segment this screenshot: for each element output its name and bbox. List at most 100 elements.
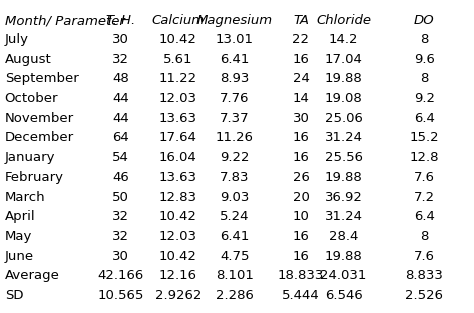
Text: 20: 20 [292,191,310,204]
Text: 2.526: 2.526 [405,289,443,302]
Text: 2.286: 2.286 [216,289,254,302]
Text: 48: 48 [112,72,129,85]
Text: 14: 14 [292,92,310,105]
Text: 19.88: 19.88 [325,72,363,85]
Text: 12.03: 12.03 [159,230,197,243]
Text: February: February [5,171,64,184]
Text: December: December [5,131,74,145]
Text: 7.6: 7.6 [414,250,435,263]
Text: 17.04: 17.04 [325,53,363,66]
Text: 7.2: 7.2 [414,191,435,204]
Text: 8: 8 [420,33,428,46]
Text: 5.24: 5.24 [220,210,249,223]
Text: 7.76: 7.76 [220,92,249,105]
Text: 50: 50 [112,191,129,204]
Text: 10.565: 10.565 [98,289,144,302]
Text: 11.26: 11.26 [216,131,254,145]
Text: 28.4: 28.4 [329,230,358,243]
Text: 4.75: 4.75 [220,250,249,263]
Text: November: November [5,112,74,125]
Text: Average: Average [5,269,60,283]
Text: 8.101: 8.101 [216,269,254,283]
Text: 8.93: 8.93 [220,72,249,85]
Text: 2.9262: 2.9262 [155,289,201,302]
Text: 42.166: 42.166 [98,269,144,283]
Text: 6.546: 6.546 [325,289,363,302]
Text: January: January [5,151,55,164]
Text: July: July [5,33,29,46]
Text: 12.03: 12.03 [159,92,197,105]
Text: T. H.: T. H. [106,14,136,27]
Text: 10.42: 10.42 [159,33,197,46]
Text: 7.83: 7.83 [220,171,249,184]
Text: 6.4: 6.4 [414,112,435,125]
Text: 26: 26 [292,171,310,184]
Text: 16: 16 [292,230,310,243]
Text: 13.01: 13.01 [216,33,254,46]
Text: 10.42: 10.42 [159,210,197,223]
Text: 6.41: 6.41 [220,53,249,66]
Text: 15.2: 15.2 [410,131,439,145]
Text: 16: 16 [292,151,310,164]
Text: 12.8: 12.8 [410,151,439,164]
Text: 54: 54 [112,151,129,164]
Text: 8: 8 [420,72,428,85]
Text: 22: 22 [292,33,310,46]
Text: 31.24: 31.24 [325,210,363,223]
Text: March: March [5,191,46,204]
Text: 16.04: 16.04 [159,151,197,164]
Text: 24.031: 24.031 [320,269,367,283]
Text: 25.06: 25.06 [325,112,363,125]
Text: 6.41: 6.41 [220,230,249,243]
Text: May: May [5,230,32,243]
Text: Month/ Parameter: Month/ Parameter [5,14,125,27]
Text: Magnesium: Magnesium [197,14,273,27]
Text: 44: 44 [112,92,129,105]
Text: 17.64: 17.64 [159,131,197,145]
Text: 32: 32 [112,210,129,223]
Text: 18.833: 18.833 [278,269,324,283]
Text: 11.22: 11.22 [159,72,197,85]
Text: 9.2: 9.2 [414,92,435,105]
Text: 46: 46 [112,171,129,184]
Text: 19.08: 19.08 [325,92,363,105]
Text: 13.63: 13.63 [159,112,197,125]
Text: 64: 64 [112,131,129,145]
Text: April: April [5,210,36,223]
Text: October: October [5,92,58,105]
Text: 30: 30 [292,112,310,125]
Text: 9.03: 9.03 [220,191,249,204]
Text: Calcium: Calcium [151,14,204,27]
Text: 44: 44 [112,112,129,125]
Text: 19.88: 19.88 [325,250,363,263]
Text: 36.92: 36.92 [325,191,363,204]
Text: 30: 30 [112,33,129,46]
Text: DO: DO [414,14,435,27]
Text: 25.56: 25.56 [325,151,363,164]
Text: 16: 16 [292,131,310,145]
Text: 6.4: 6.4 [414,210,435,223]
Text: 8: 8 [420,230,428,243]
Text: August: August [5,53,52,66]
Text: 30: 30 [112,250,129,263]
Text: 14.2: 14.2 [329,33,358,46]
Text: 7.6: 7.6 [414,171,435,184]
Text: 7.37: 7.37 [220,112,249,125]
Text: 5.444: 5.444 [282,289,320,302]
Text: 32: 32 [112,53,129,66]
Text: June: June [5,250,34,263]
Text: 19.88: 19.88 [325,171,363,184]
Text: SD: SD [5,289,23,302]
Text: 9.6: 9.6 [414,53,435,66]
Text: 24: 24 [292,72,310,85]
Text: 10: 10 [292,210,310,223]
Text: 12.16: 12.16 [159,269,197,283]
Text: 32: 32 [112,230,129,243]
Text: 13.63: 13.63 [159,171,197,184]
Text: Chloride: Chloride [316,14,371,27]
Text: TA: TA [293,14,309,27]
Text: 10.42: 10.42 [159,250,197,263]
Text: 31.24: 31.24 [325,131,363,145]
Text: 16: 16 [292,53,310,66]
Text: 5.61: 5.61 [163,53,192,66]
